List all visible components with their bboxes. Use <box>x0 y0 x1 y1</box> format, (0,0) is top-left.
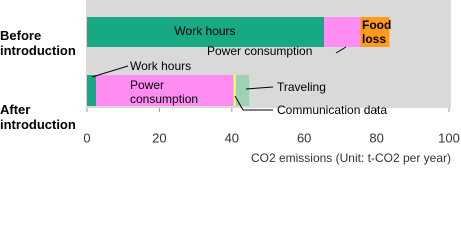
category-label: Before introduction <box>0 28 76 58</box>
x-axis-title: CO2 emissions (Unit: t-CO2 per year) <box>251 151 451 165</box>
bar-segment <box>324 17 361 47</box>
segment-label: Food loss <box>362 18 392 46</box>
leader-line <box>335 46 347 54</box>
x-tick-label: 20 <box>152 130 166 145</box>
leader-line <box>245 86 274 90</box>
x-tick-label: 40 <box>225 130 239 145</box>
x-tick-label: 60 <box>297 130 311 145</box>
category-label: After introduction <box>0 102 76 132</box>
segment-label: Work hours <box>174 24 236 38</box>
bar-segment <box>96 75 234 106</box>
bar-segment <box>233 75 236 106</box>
segment-label: Work hours <box>130 59 192 73</box>
x-tick-label: 0 <box>83 130 90 145</box>
segment-label: Power consumption <box>207 44 313 58</box>
chart: CO2 emissions (Unit: t-CO2 per year) 0 20… <box>0 0 460 166</box>
segment-label: Communication data <box>277 103 388 117</box>
plot: CO2 emissions (Unit: t-CO2 per year) 0 20… <box>83 0 460 165</box>
bar-segment <box>87 17 325 47</box>
leader-line <box>91 65 129 78</box>
bar-segment <box>235 75 250 106</box>
x-tick-label: 80 <box>369 130 383 145</box>
segment-label: Traveling <box>277 80 326 94</box>
bar-segment <box>360 17 390 47</box>
leader-line <box>234 95 273 111</box>
segment-label: Power consumption <box>130 78 199 106</box>
bar-segment <box>87 75 97 106</box>
x-tick-label: 100 <box>438 130 460 145</box>
